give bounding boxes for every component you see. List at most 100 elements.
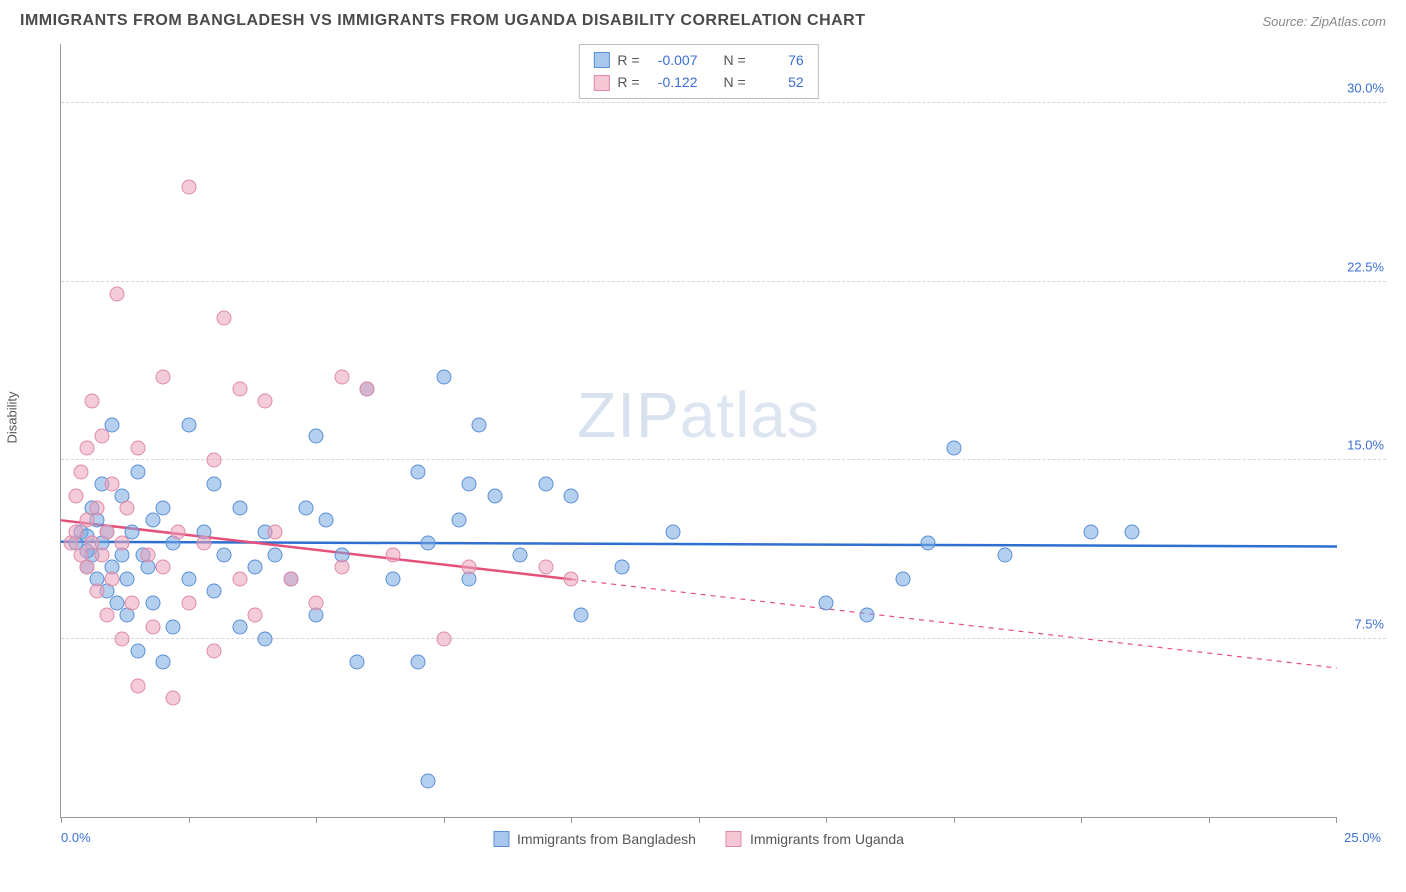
n-value: 76	[754, 49, 804, 71]
x-tick	[571, 817, 572, 823]
scatter-point	[207, 477, 222, 492]
x-tick	[699, 817, 700, 823]
x-axis-max-label: 25.0%	[1344, 830, 1381, 845]
scatter-point	[1125, 524, 1140, 539]
y-axis-label: Disability	[5, 391, 20, 443]
scatter-point	[268, 548, 283, 563]
series-legend: Immigrants from Bangladesh Immigrants fro…	[493, 831, 904, 847]
scatter-point	[334, 560, 349, 575]
watermark-thin: atlas	[680, 379, 820, 451]
x-tick	[444, 817, 445, 823]
r-label: R =	[617, 49, 639, 71]
scatter-point	[258, 393, 273, 408]
legend-label: Immigrants from Uganda	[750, 831, 904, 847]
scatter-point	[156, 370, 171, 385]
scatter-point	[436, 631, 451, 646]
scatter-point	[309, 429, 324, 444]
y-tick-label: 22.5%	[1347, 259, 1384, 274]
scatter-point	[946, 441, 961, 456]
n-label: N =	[724, 49, 746, 71]
scatter-point	[84, 393, 99, 408]
scatter-point	[79, 512, 94, 527]
r-value: -0.122	[648, 71, 698, 93]
scatter-point	[207, 584, 222, 599]
scatter-point	[196, 536, 211, 551]
scatter-point	[436, 370, 451, 385]
chart-title: IMMIGRANTS FROM BANGLADESH VS IMMIGRANTS…	[20, 12, 866, 30]
scatter-point	[232, 381, 247, 396]
legend-label: Immigrants from Bangladesh	[517, 831, 696, 847]
scatter-point	[207, 453, 222, 468]
y-tick-label: 15.0%	[1347, 438, 1384, 453]
gridline	[61, 281, 1386, 282]
r-value: -0.007	[648, 49, 698, 71]
scatter-point	[615, 560, 630, 575]
scatter-point	[859, 607, 874, 622]
scatter-point	[574, 607, 589, 622]
scatter-point	[247, 560, 262, 575]
scatter-point	[421, 536, 436, 551]
scatter-point	[472, 417, 487, 432]
scatter-point	[564, 572, 579, 587]
scatter-point	[181, 595, 196, 610]
x-tick	[316, 817, 317, 823]
scatter-point	[232, 500, 247, 515]
scatter-point	[125, 524, 140, 539]
legend-swatch	[593, 52, 609, 68]
scatter-point	[181, 179, 196, 194]
scatter-point	[166, 691, 181, 706]
scatter-point	[1084, 524, 1099, 539]
scatter-point	[538, 560, 553, 575]
scatter-point	[207, 643, 222, 658]
legend-item: Immigrants from Bangladesh	[493, 831, 696, 847]
scatter-point	[181, 417, 196, 432]
scatter-point	[421, 774, 436, 789]
scatter-point	[232, 572, 247, 587]
scatter-point	[462, 560, 477, 575]
scatter-point	[105, 417, 120, 432]
scatter-point	[247, 607, 262, 622]
x-tick	[1336, 817, 1337, 823]
scatter-point	[349, 655, 364, 670]
x-tick	[1081, 817, 1082, 823]
source-attribution: Source: ZipAtlas.com	[1262, 14, 1386, 29]
scatter-point	[451, 512, 466, 527]
trend-line-solid	[61, 542, 1337, 547]
scatter-point	[115, 631, 130, 646]
x-tick	[954, 817, 955, 823]
scatter-point	[145, 595, 160, 610]
scatter-point	[130, 465, 145, 480]
scatter-point	[564, 488, 579, 503]
scatter-point	[487, 488, 502, 503]
r-label: R =	[617, 71, 639, 93]
scatter-point	[89, 500, 104, 515]
scatter-point	[130, 441, 145, 456]
legend-item: Immigrants from Uganda	[726, 831, 904, 847]
scatter-point	[130, 679, 145, 694]
scatter-point	[513, 548, 528, 563]
chart-container: Disability ZIPatlas R =-0.007N =76R =-0.…	[20, 44, 1386, 868]
y-tick-label: 30.0%	[1347, 81, 1384, 96]
stats-row: R = -0.007 N = 76	[593, 49, 803, 71]
x-tick	[61, 817, 62, 823]
scatter-point	[298, 500, 313, 515]
watermark-bold: ZIP	[577, 379, 680, 451]
x-axis-min-label: 0.0%	[61, 830, 91, 845]
scatter-point	[120, 500, 135, 515]
n-label: N =	[724, 71, 746, 93]
scatter-point	[125, 595, 140, 610]
scatter-point	[69, 488, 84, 503]
stats-legend: R =-0.007N =76R =-0.122N =52	[578, 44, 818, 99]
scatter-point	[319, 512, 334, 527]
gridline	[61, 459, 1386, 460]
scatter-point	[309, 595, 324, 610]
scatter-point	[105, 572, 120, 587]
scatter-point	[79, 560, 94, 575]
scatter-point	[283, 572, 298, 587]
trend-line-dashed	[571, 579, 1337, 668]
scatter-point	[171, 524, 186, 539]
scatter-point	[462, 477, 477, 492]
scatter-point	[110, 286, 125, 301]
scatter-point	[156, 500, 171, 515]
scatter-point	[895, 572, 910, 587]
